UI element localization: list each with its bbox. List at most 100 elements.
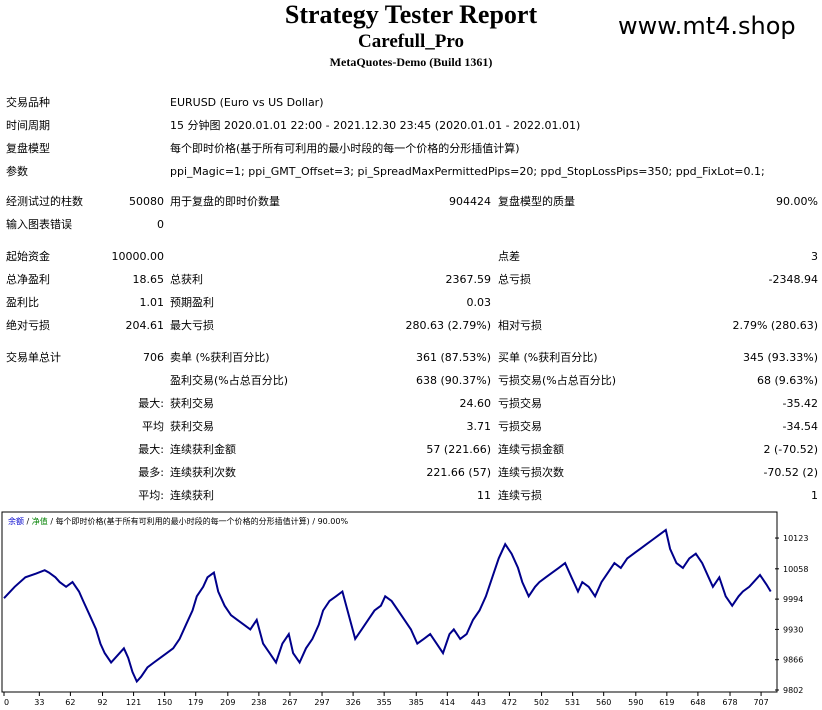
trade-value: 11 [477, 489, 491, 502]
stat-label: 起始资金 [6, 250, 50, 263]
trade-label: 连续获利金额 [170, 443, 236, 456]
errors-row: 输入图表错误 0 [0, 216, 822, 234]
trade-value: 24.60 [459, 397, 492, 410]
stat-label: 预期盈利 [170, 296, 214, 309]
trade-label: 连续亏损次数 [498, 466, 564, 479]
x-tick-label: 472 [502, 698, 517, 707]
bars-value: 50080 [129, 195, 164, 208]
trade-value: 221.66 (57) [426, 466, 491, 479]
info-row-period: 时间周期 15 分钟图 2020.01.01 22:00 - 2021.12.3… [0, 117, 822, 135]
trade-value: -35.42 [782, 397, 818, 410]
trades-row: 最多: 连续获利次数 221.66 (57) 连续亏损次数 -70.52 (2) [0, 464, 822, 482]
x-tick-label: 267 [282, 698, 297, 707]
x-tick-label: 326 [345, 698, 360, 707]
quality-label: 复盘模型的质量 [498, 195, 575, 208]
trades-row: 交易单总计 706 卖单 (%获利百分比) 361 (87.53%) 买单 (%… [0, 349, 822, 367]
info-row-symbol: 交易品种 EURUSD (Euro vs US Dollar) [0, 94, 822, 112]
x-tick-label: 179 [188, 698, 203, 707]
x-tick-label: 33 [34, 698, 44, 707]
x-tick-label: 590 [628, 698, 643, 707]
stat-value: 18.65 [132, 273, 165, 286]
info-label: 交易品种 [6, 96, 50, 109]
trades-row: 平均: 连续获利 11 连续亏损 1 [0, 487, 822, 505]
legend-equity: 净值 [32, 516, 48, 526]
trade-label: 获利交易 [170, 397, 214, 410]
trade-qualifier: 最多: [138, 466, 164, 479]
ticks-value: 904424 [449, 195, 491, 208]
x-tick-label: 150 [157, 698, 172, 707]
stat-label: 相对亏损 [498, 319, 542, 332]
balance-line [3, 528, 772, 684]
info-label: 复盘模型 [6, 142, 50, 155]
trade-value: 68 (9.63%) [756, 374, 818, 387]
info-row-model: 复盘模型 每个即时价格(基于所有可利用的最小时段的每一个价格的分形插值计算) [0, 140, 822, 158]
trades-row: 盈利交易(%占总百分比) 638 (90.37%) 亏损交易(%占总百分比) 6… [0, 372, 822, 390]
x-tick-label: 62 [65, 698, 75, 707]
y-tick-label: 10058 [783, 565, 808, 574]
trade-label: 卖单 (%获利百分比) [170, 351, 270, 364]
trade-label: 交易单总计 [6, 351, 61, 364]
trade-value: 345 (93.33%) [742, 351, 818, 364]
stat-label: 总亏损 [498, 273, 531, 286]
bars-label: 经测试过的柱数 [6, 195, 83, 208]
expert-name: Carefull_Pro [358, 31, 464, 52]
stat-value: 204.61 [125, 319, 165, 332]
trade-label: 连续获利 [170, 489, 214, 502]
stat-label: 点差 [498, 250, 520, 263]
stat-value: 10000.00 [111, 250, 165, 263]
x-tick-label: 355 [377, 698, 392, 707]
x-tick-label: 531 [565, 698, 580, 707]
trade-label: 连续获利次数 [170, 466, 236, 479]
chart-frame [1, 511, 778, 693]
trade-value: 361 (87.53%) [415, 351, 491, 364]
stat-label: 最大亏损 [170, 319, 214, 332]
x-tick-label: 648 [690, 698, 705, 707]
x-tick-label: 92 [97, 698, 107, 707]
legend-sep: / [24, 517, 32, 526]
stat-value: 1.01 [139, 296, 165, 309]
bars-row: 经测试过的柱数 50080 用于复盘的即时价数量 904424 复盘模型的质量 … [0, 193, 822, 211]
stats-row: 起始资金 10000.00 点差 3 [0, 248, 822, 266]
stat-value: 3 [811, 250, 818, 263]
trades-row: 平均 获利交易 3.71 亏损交易 -34.54 [0, 418, 822, 436]
watermark: www.mt4.shop [618, 12, 796, 40]
x-tick-label: 297 [314, 698, 329, 707]
trade-value: 57 (221.66) [426, 443, 491, 456]
stat-label: 盈利比 [6, 296, 39, 309]
trades-row: 最大: 获利交易 24.60 亏损交易 -35.42 [0, 395, 822, 413]
trade-label: 连续亏损金额 [498, 443, 564, 456]
x-tick-label: 209 [220, 698, 235, 707]
legend-balance: 余额 [8, 516, 24, 526]
quality-value: 90.00% [776, 195, 818, 208]
trade-qualifier: 最大: [138, 443, 164, 456]
info-label: 时间周期 [6, 119, 50, 132]
x-tick-label: 385 [409, 698, 424, 707]
trade-qualifier: 最大: [138, 397, 164, 410]
legend-rest: / 每个即时价格(基于所有可利用的最小时段的每一个价格的分形插值计算) / 90… [48, 516, 349, 526]
stat-value: 0.03 [466, 296, 492, 309]
stat-label: 总获利 [170, 273, 203, 286]
trade-value: 2 (-70.52) [763, 443, 818, 456]
stat-label: 总净盈利 [6, 273, 50, 286]
x-tick-label: 678 [722, 698, 737, 707]
trades-row: 最大: 连续获利金额 57 (221.66) 连续亏损金额 2 (-70.52) [0, 441, 822, 459]
x-tick-label: 0 [4, 698, 9, 707]
info-value: 每个即时价格(基于所有可利用的最小时段的每一个价格的分形插值计算) [170, 142, 520, 155]
stat-value: 2367.59 [445, 273, 492, 286]
stat-value: 2.79% (280.63) [732, 319, 818, 332]
x-tick-label: 121 [126, 698, 141, 707]
trade-value: 706 [143, 351, 164, 364]
y-tick-label: 10123 [783, 534, 808, 543]
y-tick-label: 9802 [783, 686, 803, 695]
errors-label: 输入图表错误 [6, 218, 72, 231]
stat-value: 280.63 (2.79%) [405, 319, 491, 332]
y-tick-label: 9930 [783, 625, 803, 634]
x-tick-label: 238 [251, 698, 266, 707]
stats-row: 总净盈利 18.65 总获利 2367.59 总亏损 -2348.94 [0, 271, 822, 289]
trade-value: 638 (90.37%) [415, 374, 491, 387]
info-row-params: 参数 ppi_Magic=1; ppi_GMT_Offset=3; pi_Spr… [0, 163, 822, 181]
stat-label: 绝对亏损 [6, 319, 50, 332]
stats-row: 盈利比 1.01 预期盈利 0.03 [0, 294, 822, 312]
trade-label: 获利交易 [170, 420, 214, 433]
server-build: MetaQuotes-Demo (Build 1361) [329, 55, 493, 69]
